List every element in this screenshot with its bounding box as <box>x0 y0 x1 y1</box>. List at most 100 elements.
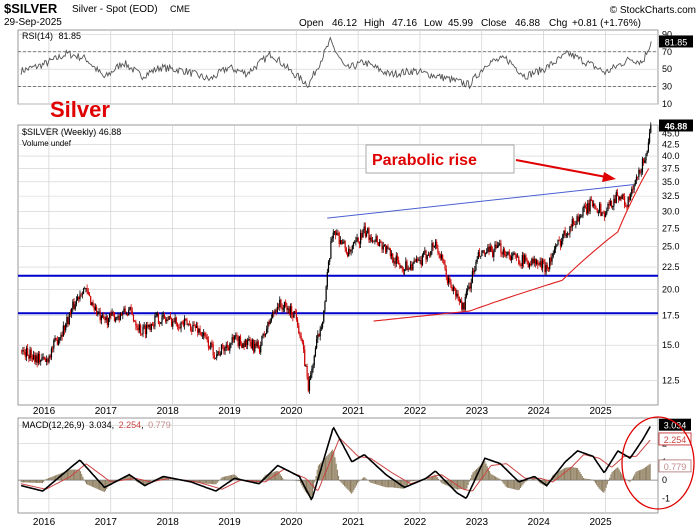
price-candle-body <box>272 312 274 319</box>
macd-histogram-bar <box>530 479 532 481</box>
macd-line <box>20 426 651 501</box>
price-candle-body <box>564 230 566 236</box>
macd-histogram-bar <box>309 480 311 497</box>
price-candle-body <box>78 296 80 300</box>
price-candle-body <box>400 266 402 268</box>
price-candle-body <box>613 198 615 206</box>
price-x-label: 2024 <box>528 406 551 417</box>
price-candle-body <box>37 353 39 363</box>
price-candle-body <box>596 209 598 213</box>
price-candle-body <box>156 312 158 316</box>
price-candle-body <box>160 322 162 324</box>
macd-histogram-bar <box>437 478 439 481</box>
price-candle-body <box>388 248 390 250</box>
price-candle-body <box>75 300 78 305</box>
macd-histogram-bar <box>402 480 404 489</box>
price-candle-body <box>511 256 513 261</box>
price-candle-body <box>464 297 466 310</box>
price-candle-body <box>370 237 372 242</box>
price-candle-body <box>355 240 357 242</box>
macd-histogram-bar <box>378 480 380 486</box>
price-candle-body <box>159 323 161 325</box>
price-candle-body <box>112 312 114 314</box>
price-candle-body <box>200 332 202 337</box>
price-candle-body <box>97 312 99 315</box>
price-candle-body <box>282 308 284 310</box>
price-candle-body <box>599 203 601 213</box>
price-candle-body <box>384 244 387 253</box>
macd-histogram-bar <box>405 480 407 487</box>
macd-histogram-bar <box>216 480 218 483</box>
macd-histogram-bar <box>105 480 107 491</box>
macd-histogram-bar <box>491 474 493 481</box>
price-candle-body <box>308 379 311 391</box>
price-x-label: 2018 <box>157 406 180 417</box>
price-candle-body <box>644 160 646 163</box>
macd-histogram-bar <box>217 480 219 482</box>
header-exchange: CME <box>170 4 190 14</box>
price-candle-body <box>332 232 334 239</box>
price-candle-body <box>65 323 67 331</box>
price-candle-body <box>618 195 620 200</box>
macd-histogram-bar <box>198 480 200 484</box>
price-candle-body <box>487 246 489 252</box>
price-candle-body <box>30 349 32 358</box>
price-value-box <box>659 119 693 132</box>
macd-histogram-bar <box>99 480 101 490</box>
price-candle-body <box>223 345 225 351</box>
price-candle-body <box>551 256 553 262</box>
price-candle-body <box>56 339 58 345</box>
price-candle-body <box>299 333 301 336</box>
macd-histogram-bar <box>568 467 570 481</box>
macd-histogram-bar <box>637 470 639 481</box>
parabolic-curve <box>373 168 650 322</box>
price-candle-body <box>583 205 585 209</box>
macd-histogram-bar <box>606 480 608 485</box>
price-candle-body <box>430 251 432 256</box>
price-candle-body <box>181 321 183 323</box>
price-candle-body <box>508 251 510 257</box>
price-candle-body <box>352 242 355 246</box>
price-candle-body <box>462 302 464 310</box>
price-tick-label: 20.0 <box>662 285 680 295</box>
price-candle-body <box>232 337 234 340</box>
price-candle-body <box>150 324 152 330</box>
macd-histogram-bar <box>376 480 378 485</box>
price-candle-body <box>115 318 117 322</box>
price-candle-body <box>589 199 591 212</box>
price-x-label: 2020 <box>280 406 303 417</box>
price-candle-body <box>289 306 292 314</box>
macd-histogram-bar <box>512 480 514 490</box>
price-candle-body <box>590 199 592 201</box>
price-candle-body <box>293 311 295 318</box>
price-candle-body <box>294 311 296 314</box>
price-candle-body <box>631 188 633 195</box>
price-candle-body <box>507 251 509 253</box>
macd-histogram-bar <box>70 469 72 481</box>
macd-histogram-bar <box>342 480 344 485</box>
price-candle-body <box>437 248 439 253</box>
macd-histogram-bar <box>646 466 648 481</box>
price-candle-body <box>601 212 603 216</box>
price-candle-body <box>106 316 108 325</box>
price-candle-body <box>339 240 342 244</box>
macd-histogram-bar <box>377 480 379 485</box>
macd-histogram-bar <box>612 470 614 481</box>
price-candle-body <box>354 241 356 243</box>
macd-histogram-bar <box>486 466 488 481</box>
price-candle-body <box>80 294 82 296</box>
price-candle-body <box>148 324 150 328</box>
price-candle-body <box>295 313 298 320</box>
price-candle-body <box>236 335 238 338</box>
price-candle-body <box>471 271 473 283</box>
price-candle-body <box>515 254 517 258</box>
price-x-label: 2021 <box>342 406 365 417</box>
macd-histogram-bar <box>143 480 145 486</box>
macd-histogram-bar <box>63 472 65 481</box>
price-candle-body <box>518 256 520 265</box>
price-candle-body <box>393 261 395 263</box>
macd-histogram-bar <box>473 471 475 481</box>
macd-histogram-bar <box>100 480 102 491</box>
macd-histogram-bar <box>95 480 97 489</box>
price-candle-body <box>544 261 546 273</box>
